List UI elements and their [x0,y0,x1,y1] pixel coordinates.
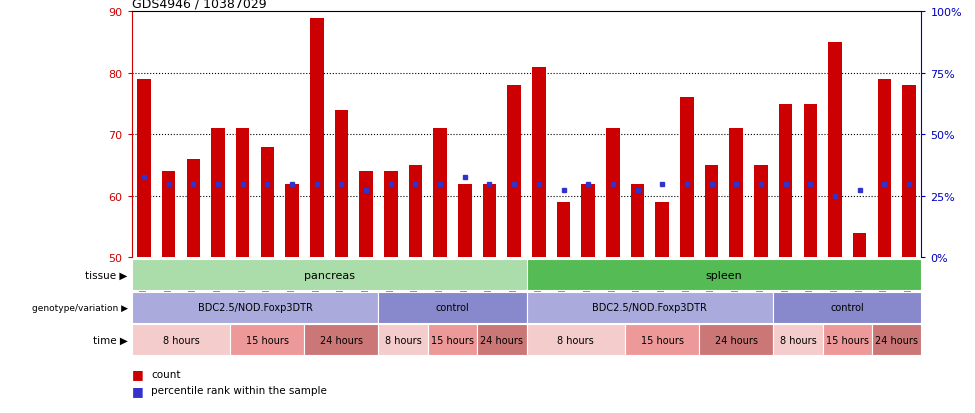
Bar [334,111,348,258]
Bar [230,324,304,355]
Bar [304,324,378,355]
Bar [828,43,841,258]
Bar [137,80,151,258]
Text: 24 hours: 24 hours [715,335,758,345]
Bar [526,324,625,355]
Bar [409,166,422,258]
Bar [186,159,200,258]
Bar [526,292,773,323]
Bar [378,324,428,355]
Bar [581,184,595,258]
Bar [803,104,817,258]
Bar [705,166,719,258]
Bar [557,202,570,258]
Text: 8 hours: 8 hours [385,335,421,345]
Bar [823,324,872,355]
Bar [378,292,526,323]
Bar [606,129,620,258]
Bar [286,184,298,258]
Text: BDC2.5/NOD.Foxp3DTR: BDC2.5/NOD.Foxp3DTR [198,302,312,313]
Text: BDC2.5/NOD.Foxp3DTR: BDC2.5/NOD.Foxp3DTR [593,302,707,313]
Bar [384,172,398,258]
Text: ■: ■ [132,384,143,397]
Bar [260,147,274,258]
Bar [729,129,743,258]
Bar [507,86,521,258]
Text: 15 hours: 15 hours [246,335,289,345]
Bar [132,292,378,323]
Text: pancreas: pancreas [303,270,355,280]
Text: ■: ■ [132,367,143,380]
Bar [360,172,372,258]
Text: time ▶: time ▶ [93,335,128,345]
Text: 8 hours: 8 hours [780,335,816,345]
Bar [433,129,447,258]
Text: GDS4946 / 10387029: GDS4946 / 10387029 [132,0,266,10]
Bar [132,260,526,291]
Text: 8 hours: 8 hours [558,335,594,345]
Bar [699,324,773,355]
Bar [631,184,644,258]
Bar [853,233,867,258]
Bar [310,19,324,258]
Text: 8 hours: 8 hours [163,335,199,345]
Bar [773,292,921,323]
Text: 15 hours: 15 hours [641,335,683,345]
Bar [477,324,526,355]
Text: tissue ▶: tissue ▶ [86,270,128,280]
Bar [526,260,921,291]
Bar [878,80,891,258]
Bar [428,324,477,355]
Bar [532,68,546,258]
Bar [132,324,230,355]
Text: 24 hours: 24 hours [481,335,524,345]
Text: percentile rank within the sample: percentile rank within the sample [151,385,327,395]
Bar [236,129,250,258]
Bar [655,202,669,258]
Bar [902,86,916,258]
Text: spleen: spleen [706,270,742,280]
Text: genotype/variation ▶: genotype/variation ▶ [32,303,128,312]
Bar [483,184,496,258]
Bar [162,172,175,258]
Bar [212,129,225,258]
Bar [872,324,921,355]
Text: control: control [436,302,469,313]
Text: 15 hours: 15 hours [431,335,474,345]
Text: 24 hours: 24 hours [320,335,363,345]
Bar [681,98,693,258]
Text: 24 hours: 24 hours [876,335,918,345]
Bar [625,324,699,355]
Bar [458,184,472,258]
Bar [773,324,823,355]
Bar [779,104,793,258]
Text: 15 hours: 15 hours [826,335,869,345]
Text: count: count [151,369,180,379]
Bar [755,166,767,258]
Text: control: control [831,302,864,313]
